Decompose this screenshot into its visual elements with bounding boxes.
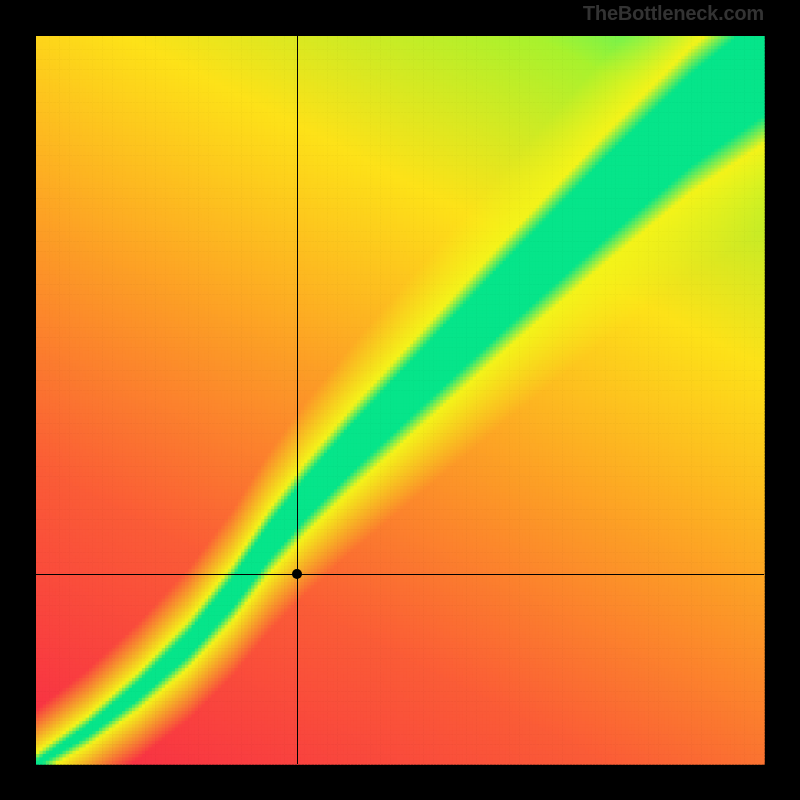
bottleneck-heatmap-container: TheBottleneck.com bbox=[0, 0, 800, 800]
attribution-label: TheBottleneck.com bbox=[583, 0, 764, 28]
bottleneck-heatmap-canvas bbox=[0, 0, 800, 800]
